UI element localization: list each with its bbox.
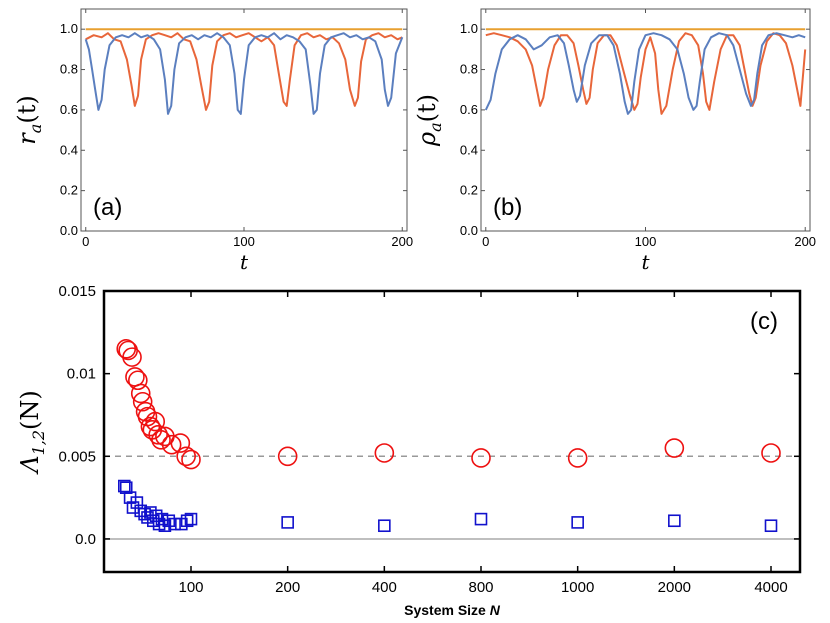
y-tick-label: 1.0: [460, 21, 478, 36]
y-tick-label: 0.005: [58, 448, 96, 465]
x-tick-label: 2000: [658, 579, 691, 596]
y-tick-label: 0.6: [460, 102, 478, 117]
panel-label: (a): [93, 194, 122, 221]
y-tick-label: 1.0: [60, 21, 78, 36]
data-point-Lambda_1: [176, 446, 196, 467]
data-point-Lambda_1: [664, 438, 685, 458]
y-tick-label: 0.01: [67, 366, 96, 383]
x-tick-label: 200: [275, 579, 300, 596]
x-tick-label: 100: [178, 579, 203, 596]
data-point-Lambda_2: [668, 514, 681, 528]
data-point-Lambda_2: [134, 504, 148, 518]
data-point-Lambda_1: [761, 443, 781, 463]
y-tick-label: 0.015: [58, 283, 96, 300]
series-line-orange: [485, 32, 807, 115]
data-point-Lambda_2: [281, 516, 294, 529]
y-axis-label: ra(t): [13, 95, 45, 144]
panel-b: 0.0 0.2 0.4 0.6 0.8 1.0 0 100 200 (b) t ρa(t): [413, 8, 816, 274]
data-point-Lambda_1: [374, 443, 395, 463]
data-point-Lambda_1: [145, 411, 166, 432]
data-point-Lambda_1: [122, 347, 142, 367]
x-tick-label: 1000: [561, 579, 594, 596]
data-point-Lambda_1: [170, 433, 191, 453]
y-tick-label: 0.8: [460, 62, 478, 77]
y-tick-label: 0.4: [460, 142, 478, 157]
x-tick-label: 0: [482, 234, 489, 249]
y-tick-label: 0.2: [460, 183, 478, 198]
y-tick-label: 0.8: [60, 62, 78, 77]
panel-label: (b): [493, 194, 522, 221]
data-point-Lambda_1: [128, 370, 148, 391]
y-tick-label: 0.0: [75, 531, 96, 548]
data-point-Lambda_1: [567, 448, 588, 468]
x-axis-label: System Size N: [404, 602, 501, 618]
y-tick-label: 0.0: [460, 223, 478, 238]
y-tick-label: 0.0: [60, 223, 78, 238]
series-line-blue: [84, 32, 404, 115]
x-tick-label: 800: [468, 579, 493, 596]
data-point-Lambda_1: [132, 391, 153, 412]
data-point-Lambda_2: [764, 519, 778, 533]
plot-frame: [480, 8, 811, 232]
x-tick-label: 100: [233, 234, 255, 249]
y-tick-label: 0.2: [60, 183, 78, 198]
data-point-Lambda_2: [119, 481, 133, 495]
panel-c: 0.0 0.005 0.01 0.015 100 200 400 800 1000 2000 400…: [16, 283, 802, 618]
plot-frame: [102, 289, 802, 574]
x-tick-label: 200: [391, 234, 413, 249]
data-point-Lambda_2: [474, 512, 488, 526]
data-point-Lambda_2: [168, 517, 181, 531]
data-point-Lambda_1: [277, 446, 298, 467]
data-point-Lambda_1: [151, 429, 171, 450]
x-tick-label: 400: [372, 579, 397, 596]
x-tick-label: 200: [794, 234, 816, 249]
data-point-Lambda_2: [155, 512, 169, 526]
data-point-Lambda_2: [571, 516, 584, 529]
data-point-Lambda_2: [130, 496, 144, 509]
x-axis-label: t: [240, 250, 249, 274]
series-line-blue: [484, 32, 806, 115]
y-axis-label: Λ1,2(N): [16, 390, 48, 475]
data-point-Lambda_2: [184, 512, 198, 526]
data-point-Lambda_1: [130, 383, 151, 404]
y-tick-label: 0.6: [60, 102, 78, 117]
plot-frame: [80, 8, 408, 232]
y-axis-label: ρa(t): [413, 94, 445, 147]
data-point-Lambda_1: [148, 425, 168, 445]
x-tick-label: 100: [635, 234, 657, 249]
x-tick-label: 4000: [754, 579, 787, 596]
data-point-Lambda_1: [471, 448, 491, 468]
data-point-Lambda_2: [378, 519, 391, 533]
series-line-orange: [85, 32, 403, 111]
y-tick-label: 0.4: [60, 142, 78, 157]
data-point-Lambda_2: [180, 514, 194, 528]
panel-label: (c): [750, 308, 778, 335]
panel-a: 0.0 0.2 0.4 0.6 0.8 1.0 0 100 200 (a) t ra(t): [13, 8, 413, 274]
x-tick-label: 0: [82, 234, 89, 249]
x-axis-label: t: [641, 250, 650, 274]
data-point-Lambda_1: [181, 449, 201, 470]
data-point-Lambda_1: [161, 434, 182, 455]
